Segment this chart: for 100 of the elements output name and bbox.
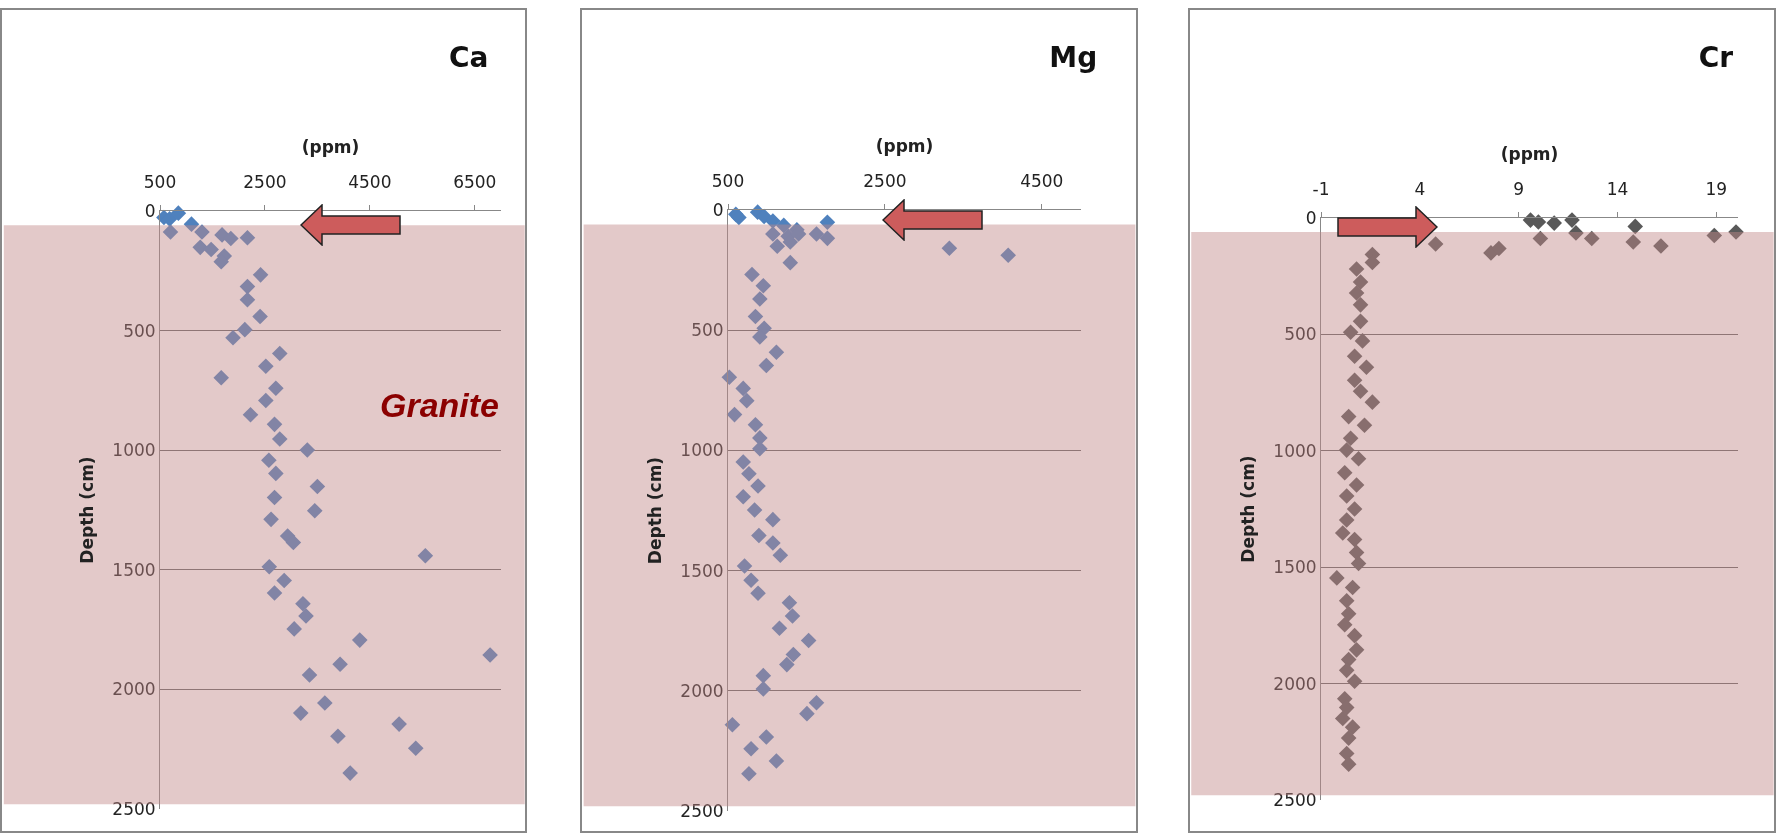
point [1346, 531, 1363, 548]
point [741, 765, 757, 782]
point [299, 442, 316, 458]
point [819, 214, 836, 231]
point [784, 608, 801, 624]
point [1340, 730, 1357, 746]
point [1340, 605, 1357, 622]
point [266, 489, 283, 506]
point [736, 558, 753, 574]
point [268, 380, 284, 397]
point [726, 406, 743, 423]
point [744, 266, 760, 283]
point [162, 224, 179, 240]
point [755, 681, 772, 697]
point [746, 502, 763, 518]
point [223, 230, 239, 247]
point [1340, 651, 1357, 668]
point [1338, 488, 1355, 504]
x-tick-label: 19 [1705, 179, 1728, 200]
point [779, 656, 795, 673]
point [417, 547, 434, 564]
point [752, 430, 768, 446]
point [301, 667, 318, 683]
point [1346, 372, 1363, 389]
point [203, 241, 219, 258]
point [225, 329, 241, 346]
point [808, 226, 825, 242]
x-tick-label: 500 [711, 171, 745, 192]
point [765, 226, 781, 242]
point [782, 254, 799, 271]
point [758, 357, 775, 374]
chart-title: Cr [1698, 40, 1734, 74]
point [1329, 570, 1345, 586]
x-tick-label: 500 [143, 172, 177, 193]
point [306, 502, 323, 519]
y-tick-label: 1000 [112, 440, 156, 461]
point [183, 216, 200, 232]
point [1338, 662, 1355, 679]
point [309, 478, 326, 495]
point [261, 452, 277, 469]
x-tick-label: 6500 [453, 172, 497, 193]
point [941, 240, 958, 257]
x-tick-label: 4 [1414, 179, 1426, 200]
point [1338, 512, 1355, 528]
band-label: Granite [380, 386, 500, 424]
point [781, 595, 798, 611]
point [1364, 394, 1381, 410]
point [194, 224, 210, 240]
point [1532, 230, 1549, 247]
point [332, 656, 348, 673]
point [765, 511, 781, 528]
point [1348, 285, 1365, 301]
point [1350, 450, 1367, 467]
point [239, 278, 256, 295]
point [755, 667, 772, 684]
point [1352, 383, 1369, 399]
point [239, 229, 256, 246]
point [765, 213, 781, 229]
y-tick-label: 1500 [680, 560, 724, 581]
y-tick-label: 2500 [1273, 789, 1317, 810]
y-tick-label: 500 [1284, 324, 1317, 345]
point [743, 572, 759, 589]
point [285, 534, 302, 551]
y-tick-label: 1500 [112, 559, 156, 580]
point [1625, 234, 1642, 250]
point [1334, 710, 1351, 727]
point [1352, 313, 1369, 330]
y-tick-label: 2500 [680, 800, 724, 821]
y-tick-label: 2000 [1273, 673, 1317, 694]
point [271, 431, 288, 447]
point [292, 705, 309, 721]
x-tick-label: 14 [1606, 179, 1629, 200]
x-tick-label: 9 [1513, 179, 1525, 200]
y-axis-title: Depth (cm) [644, 456, 665, 565]
point [391, 716, 407, 732]
point [799, 705, 815, 722]
point [1336, 464, 1353, 481]
point [741, 465, 757, 482]
point [263, 511, 279, 528]
point [1338, 592, 1355, 609]
point [1000, 247, 1016, 263]
y-tick-label: 2000 [112, 679, 156, 700]
point [330, 728, 346, 745]
y-tick-label: 0 [1305, 207, 1317, 228]
y-tick-label: 2000 [680, 680, 724, 701]
point [1427, 236, 1444, 252]
point [724, 716, 741, 733]
y-axis-title: Depth (cm) [1237, 455, 1258, 563]
y-tick-label: 1000 [1273, 440, 1317, 461]
point [1356, 417, 1373, 433]
point [750, 585, 766, 601]
point [755, 277, 772, 294]
point [735, 454, 752, 470]
point [1340, 756, 1357, 772]
point [765, 535, 781, 551]
point [768, 753, 785, 769]
point [1627, 218, 1644, 235]
point [239, 291, 256, 308]
point [1336, 616, 1353, 633]
point [1352, 274, 1369, 290]
